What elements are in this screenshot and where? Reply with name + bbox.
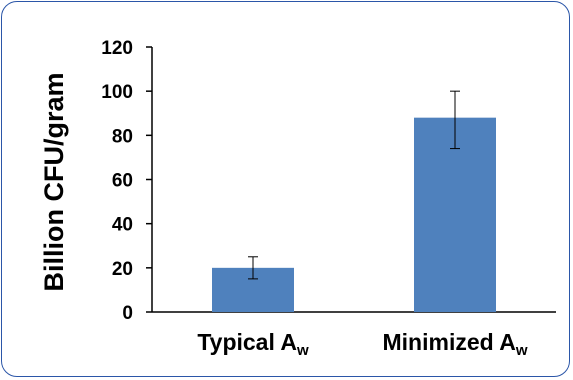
y-tick-label: 60 bbox=[112, 171, 133, 192]
error-bar bbox=[248, 256, 258, 280]
y-tick-label: 20 bbox=[112, 259, 133, 280]
y-tick-label: 80 bbox=[112, 126, 133, 147]
y-tick-label: 100 bbox=[101, 82, 133, 103]
y-tick-label: 120 bbox=[101, 38, 133, 59]
x-category-label: Minimized Aw bbox=[383, 329, 528, 359]
x-category-labels: Typical Aw Minimized Aw bbox=[197, 329, 528, 359]
error-bar bbox=[450, 90, 460, 150]
y-tick-label: 40 bbox=[112, 215, 133, 236]
x-category-label: Typical Aw bbox=[197, 329, 309, 359]
y-ticks: 0 20 40 60 80 100 120 bbox=[101, 38, 152, 324]
bars bbox=[212, 117, 496, 313]
y-axis-title-group: Billion CFU/gram bbox=[39, 72, 69, 291]
y-tick-label: 0 bbox=[122, 303, 133, 324]
y-axis-title: Billion CFU/gram bbox=[39, 72, 69, 291]
bar bbox=[414, 117, 496, 313]
error-bars bbox=[248, 90, 460, 280]
